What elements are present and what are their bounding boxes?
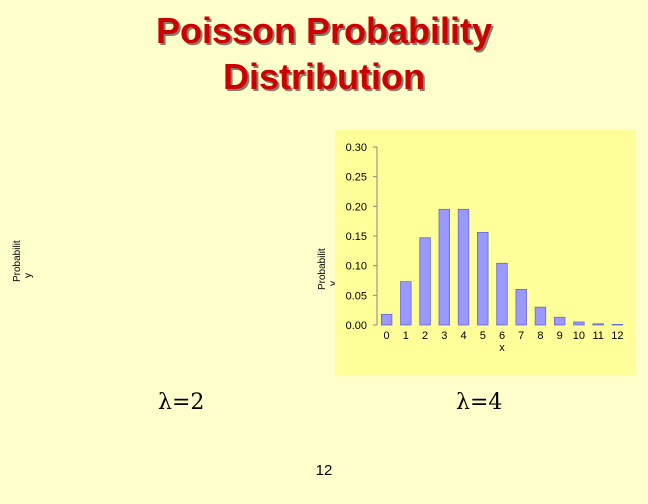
bar	[380, 313, 393, 326]
bar	[611, 324, 624, 326]
bar	[515, 288, 527, 326]
bar	[400, 281, 412, 326]
x-tick-label: 1	[403, 330, 409, 342]
y-tick-label: 0.15	[346, 231, 367, 243]
bar	[592, 323, 604, 326]
left-ylabel-line-2: y	[23, 273, 34, 278]
bar	[457, 208, 470, 326]
y-tick-label: 0.10	[346, 261, 367, 273]
x-tick-label: 9	[557, 330, 563, 342]
x-tick-label: 3	[441, 330, 447, 342]
left-chart-y-axis-label: Probabilit y	[12, 240, 34, 282]
x-tick-label: 11	[592, 330, 603, 342]
page-title: Poisson Probability Distribution	[0, 8, 648, 100]
lambda-4-label: λ=4	[456, 390, 503, 415]
x-tick-label: 12	[611, 330, 623, 342]
x-tick-label: 8	[537, 330, 543, 342]
y-tick-label: 0.20	[346, 201, 367, 213]
y-tick-label: 0.30	[346, 142, 367, 154]
bar	[438, 208, 450, 326]
title-line-2: Distribution	[223, 56, 425, 97]
x-tick-label: 2	[422, 330, 428, 342]
right-ylabel-line-1: Probabilit	[317, 248, 328, 290]
page-number: 12	[315, 462, 333, 479]
bar	[419, 237, 431, 326]
bar	[573, 321, 585, 326]
lambda-2-label: λ=2	[158, 390, 205, 415]
bar	[534, 306, 547, 326]
x-tick-label: 5	[480, 330, 486, 342]
bar	[496, 262, 508, 326]
x-tick-label: 0	[384, 330, 390, 342]
x-tick-label: 4	[460, 330, 466, 342]
x-axis-label: x	[499, 342, 505, 354]
poisson-bar-chart: 0.000.050.100.150.200.250.300 1 2 3 4 5 6 7 8 9 10…	[335, 130, 635, 375]
left-ylabel-line-1: Probabilit	[12, 240, 23, 282]
y-tick-label: 0.00	[346, 320, 367, 332]
x-tick-label: 6	[499, 330, 505, 342]
x-tick-label: 7	[518, 330, 524, 342]
y-tick-label: 0.05	[346, 290, 367, 302]
bar	[554, 316, 566, 326]
title-line-1: Poisson Probability	[155, 10, 493, 51]
x-tick-label: 10	[573, 330, 585, 342]
y-tick-label: 0.25	[346, 172, 367, 184]
bar	[477, 232, 489, 326]
